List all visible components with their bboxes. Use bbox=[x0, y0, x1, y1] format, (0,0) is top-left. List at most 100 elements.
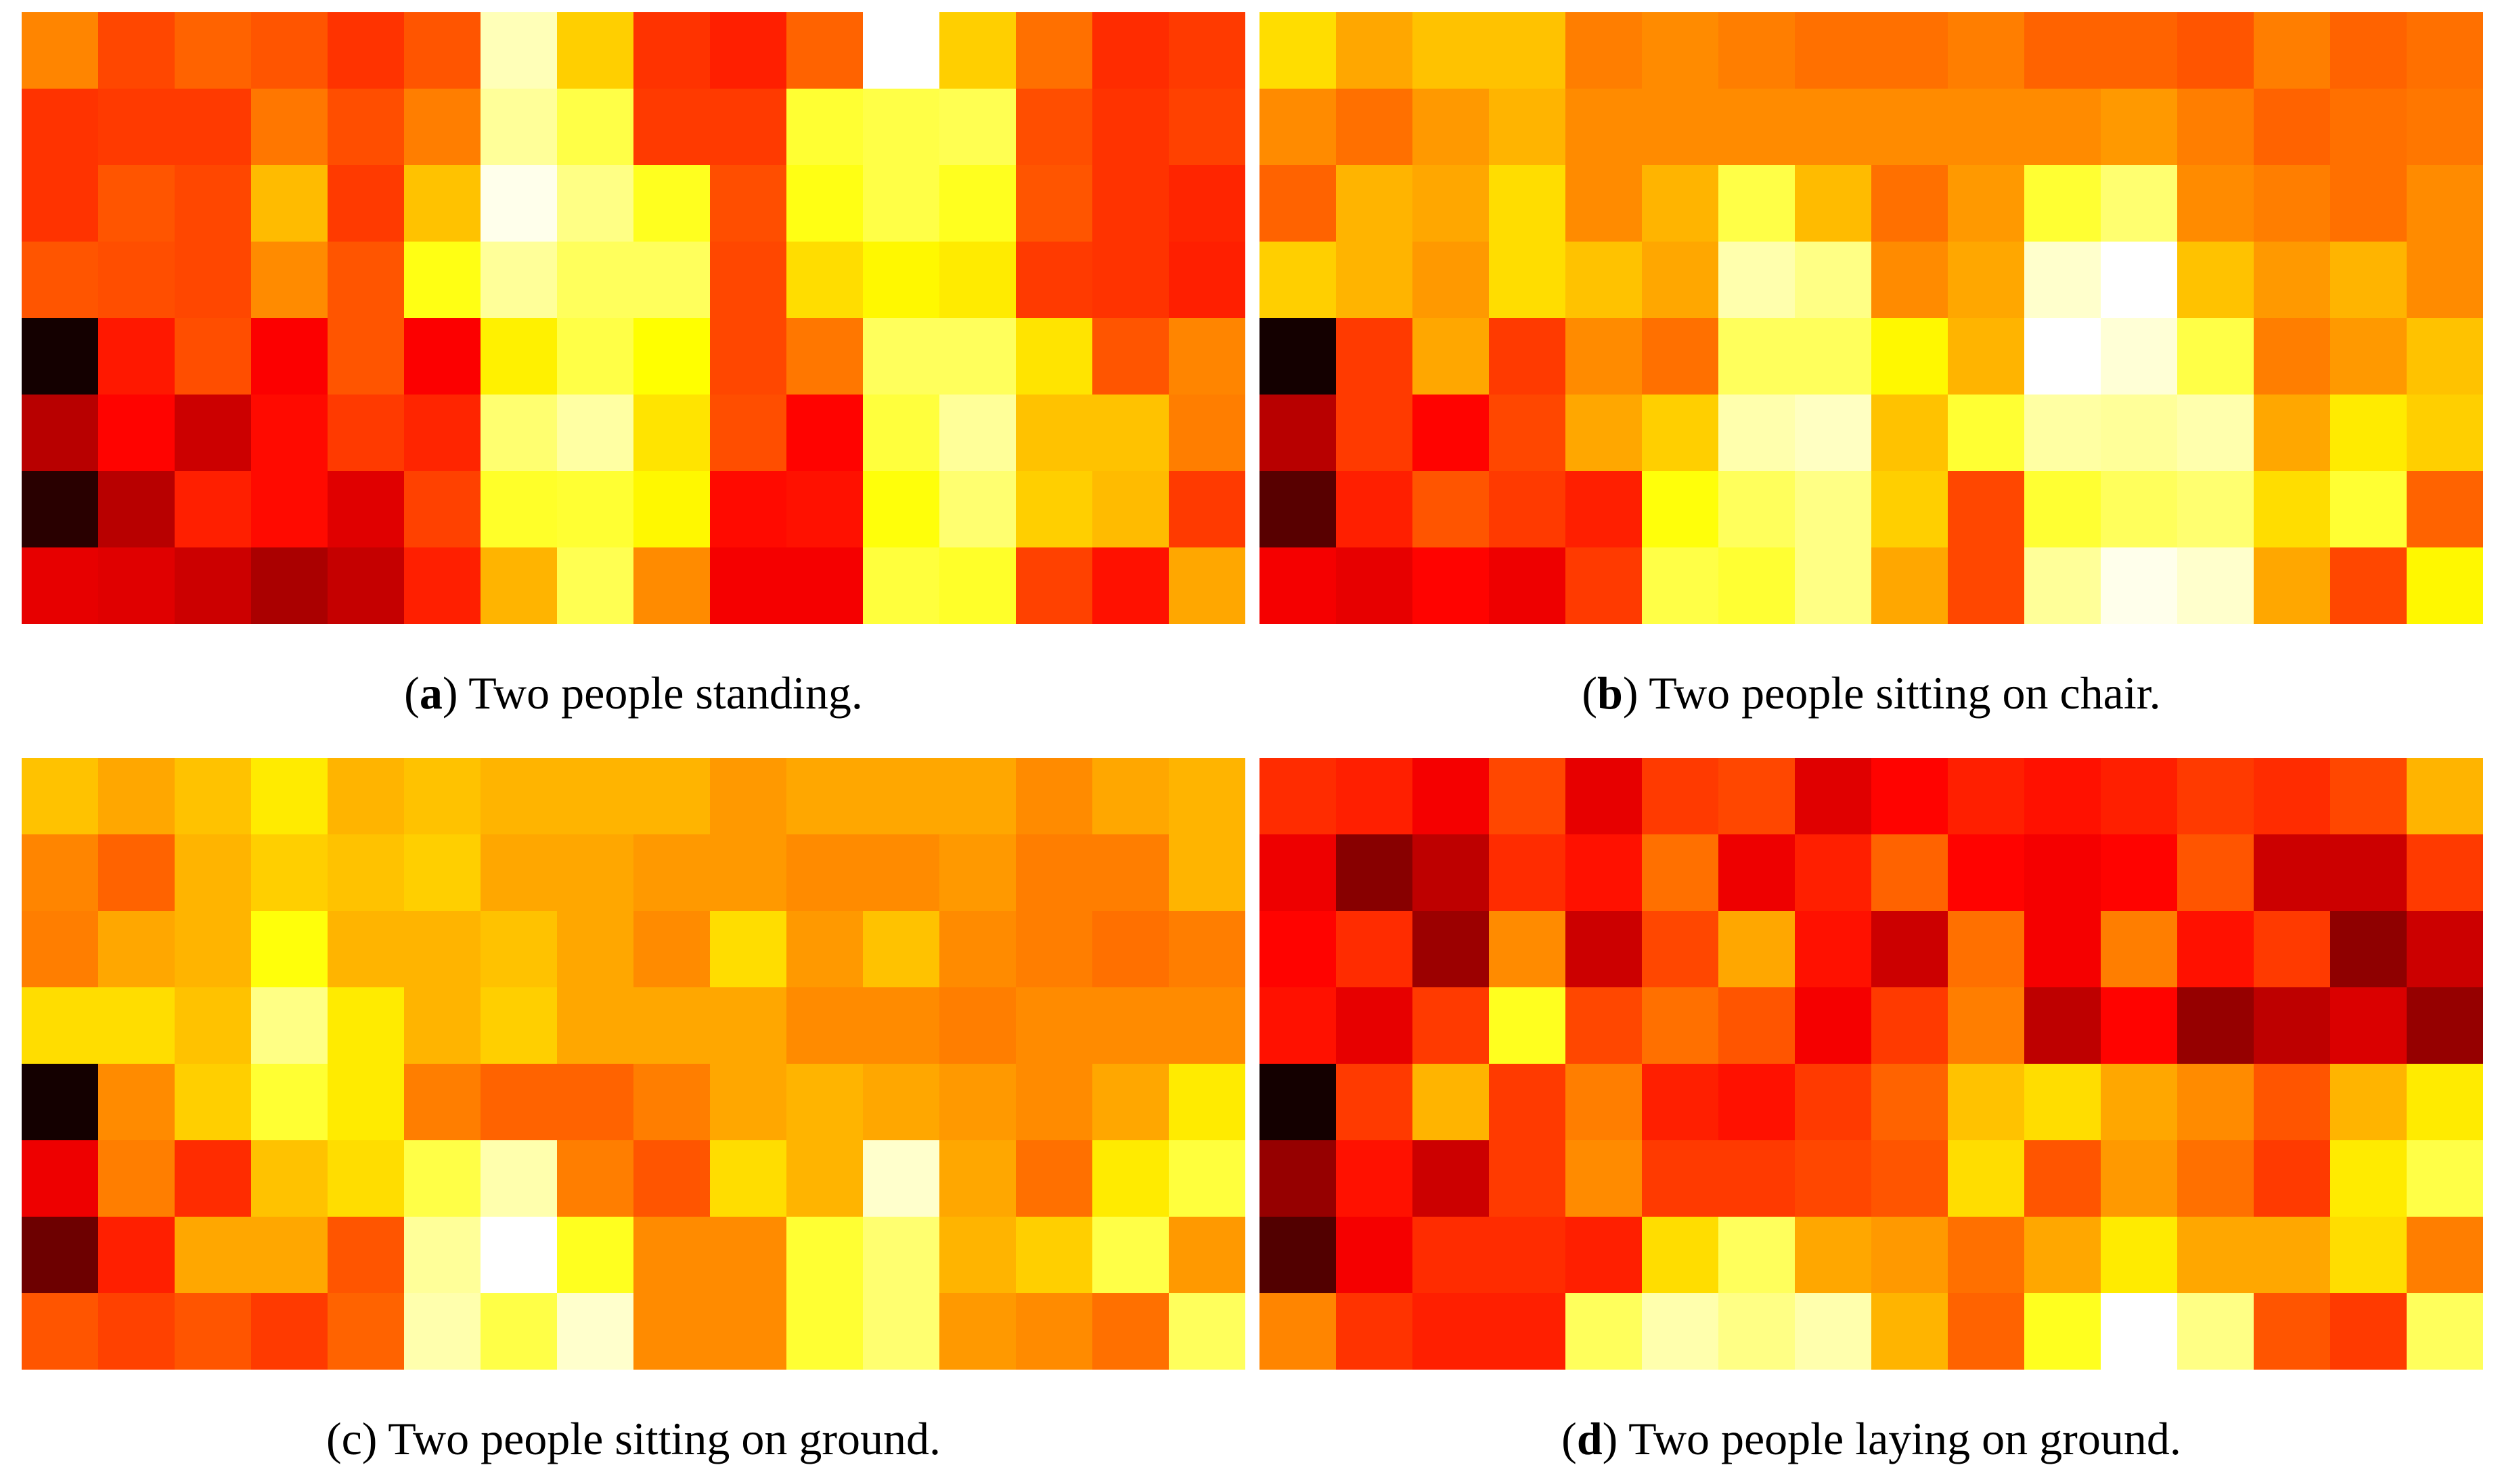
heat-cell bbox=[1412, 318, 1490, 395]
heat-cell bbox=[1169, 89, 1245, 166]
heat-cell bbox=[22, 1217, 99, 1294]
heat-cell bbox=[175, 1293, 252, 1370]
heat-cell bbox=[481, 1064, 558, 1141]
heat-cell bbox=[1871, 318, 1948, 395]
heat-cell bbox=[2407, 987, 2483, 1064]
heat-cell bbox=[1565, 471, 1643, 548]
heat-cell bbox=[1795, 987, 1872, 1064]
heat-cell bbox=[1016, 834, 1093, 912]
heat-cell bbox=[1642, 987, 1719, 1064]
heat-cell bbox=[863, 318, 940, 395]
heat-cell bbox=[939, 911, 1017, 988]
heat-cell bbox=[1871, 12, 1948, 89]
heat-cell bbox=[633, 1217, 711, 1294]
heat-cell bbox=[786, 12, 864, 89]
heat-cell bbox=[2407, 911, 2483, 988]
heat-cell bbox=[1642, 12, 1719, 89]
heat-cell bbox=[1259, 242, 1337, 319]
heat-cell bbox=[328, 1140, 405, 1217]
heat-cell bbox=[710, 911, 787, 988]
heat-cell bbox=[2330, 911, 2407, 988]
heat-cell bbox=[1336, 834, 1413, 912]
heat-cell bbox=[481, 547, 558, 624]
heat-cell bbox=[633, 911, 711, 988]
heat-cell bbox=[2024, 987, 2101, 1064]
heat-cell bbox=[863, 758, 940, 835]
heat-cell bbox=[175, 12, 252, 89]
heat-cell bbox=[1412, 395, 1490, 472]
heat-cell bbox=[1169, 242, 1245, 319]
heat-cell bbox=[1948, 12, 2025, 89]
heat-cell bbox=[2330, 1140, 2407, 1217]
heat-cell bbox=[786, 242, 864, 319]
heat-cell bbox=[22, 242, 99, 319]
heat-cell bbox=[1948, 834, 2025, 912]
heat-cell bbox=[1795, 395, 1872, 472]
heat-cell bbox=[863, 165, 940, 242]
heat-cell bbox=[557, 1064, 634, 1141]
heat-cell bbox=[557, 12, 634, 89]
heat-cell bbox=[939, 89, 1017, 166]
heat-cell bbox=[1871, 395, 1948, 472]
heat-cell bbox=[1412, 1293, 1490, 1370]
heat-cell bbox=[1948, 471, 2025, 548]
heat-cell bbox=[786, 547, 864, 624]
heat-cell bbox=[1412, 547, 1490, 624]
heat-cell bbox=[1169, 165, 1245, 242]
heat-cell bbox=[404, 1140, 481, 1217]
caption-letter: d bbox=[1576, 1413, 1603, 1464]
heat-cell bbox=[404, 758, 481, 835]
heat-cell bbox=[2024, 165, 2101, 242]
heat-cell bbox=[939, 1217, 1017, 1294]
heat-cell bbox=[1169, 1064, 1245, 1141]
heat-cell bbox=[633, 547, 711, 624]
heat-cell bbox=[1565, 318, 1643, 395]
heat-cell bbox=[786, 911, 864, 988]
heat-cell bbox=[404, 12, 481, 89]
heat-cell bbox=[633, 1293, 711, 1370]
heat-cell bbox=[557, 758, 634, 835]
heat-cell bbox=[1412, 89, 1490, 166]
heat-cell bbox=[2024, 1293, 2101, 1370]
heat-cell bbox=[1259, 12, 1337, 89]
heat-cell bbox=[2407, 395, 2483, 472]
heat-cell bbox=[1092, 1217, 1169, 1294]
heat-cell bbox=[710, 1293, 787, 1370]
heat-cell bbox=[710, 1217, 787, 1294]
heat-cell bbox=[1336, 1064, 1413, 1141]
heat-cell bbox=[481, 911, 558, 988]
heat-cell bbox=[2254, 834, 2331, 912]
heat-cell bbox=[633, 318, 711, 395]
heat-cell bbox=[98, 1293, 175, 1370]
heat-cell bbox=[1016, 1064, 1093, 1141]
heat-cell bbox=[175, 471, 252, 548]
caption-letter: c bbox=[341, 1413, 362, 1464]
heat-cell bbox=[1169, 987, 1245, 1064]
heat-cell bbox=[1642, 471, 1719, 548]
heat-cell bbox=[1412, 758, 1490, 835]
heat-cell bbox=[2101, 89, 2178, 166]
heat-cell bbox=[1259, 1293, 1337, 1370]
heat-cell bbox=[328, 1217, 405, 1294]
heat-cell bbox=[2177, 547, 2254, 624]
heat-cell bbox=[1718, 471, 1796, 548]
heat-cell bbox=[1565, 547, 1643, 624]
heat-cell bbox=[2254, 395, 2331, 472]
heat-cell bbox=[404, 1217, 481, 1294]
heat-cell bbox=[2101, 1140, 2178, 1217]
heat-cell bbox=[1092, 318, 1169, 395]
heat-cell bbox=[98, 1217, 175, 1294]
heat-cell bbox=[863, 834, 940, 912]
heat-cell bbox=[710, 1140, 787, 1217]
heat-cell bbox=[98, 1140, 175, 1217]
heat-cell bbox=[1565, 89, 1643, 166]
caption-letter: a bbox=[419, 667, 443, 719]
heat-cell bbox=[2177, 911, 2254, 988]
heat-cell bbox=[633, 987, 711, 1064]
heat-cell bbox=[2330, 834, 2407, 912]
heat-cell bbox=[328, 1293, 405, 1370]
heat-cell bbox=[1642, 89, 1719, 166]
heat-cell bbox=[404, 547, 481, 624]
heat-cell bbox=[481, 1140, 558, 1217]
heat-cell bbox=[1169, 547, 1245, 624]
